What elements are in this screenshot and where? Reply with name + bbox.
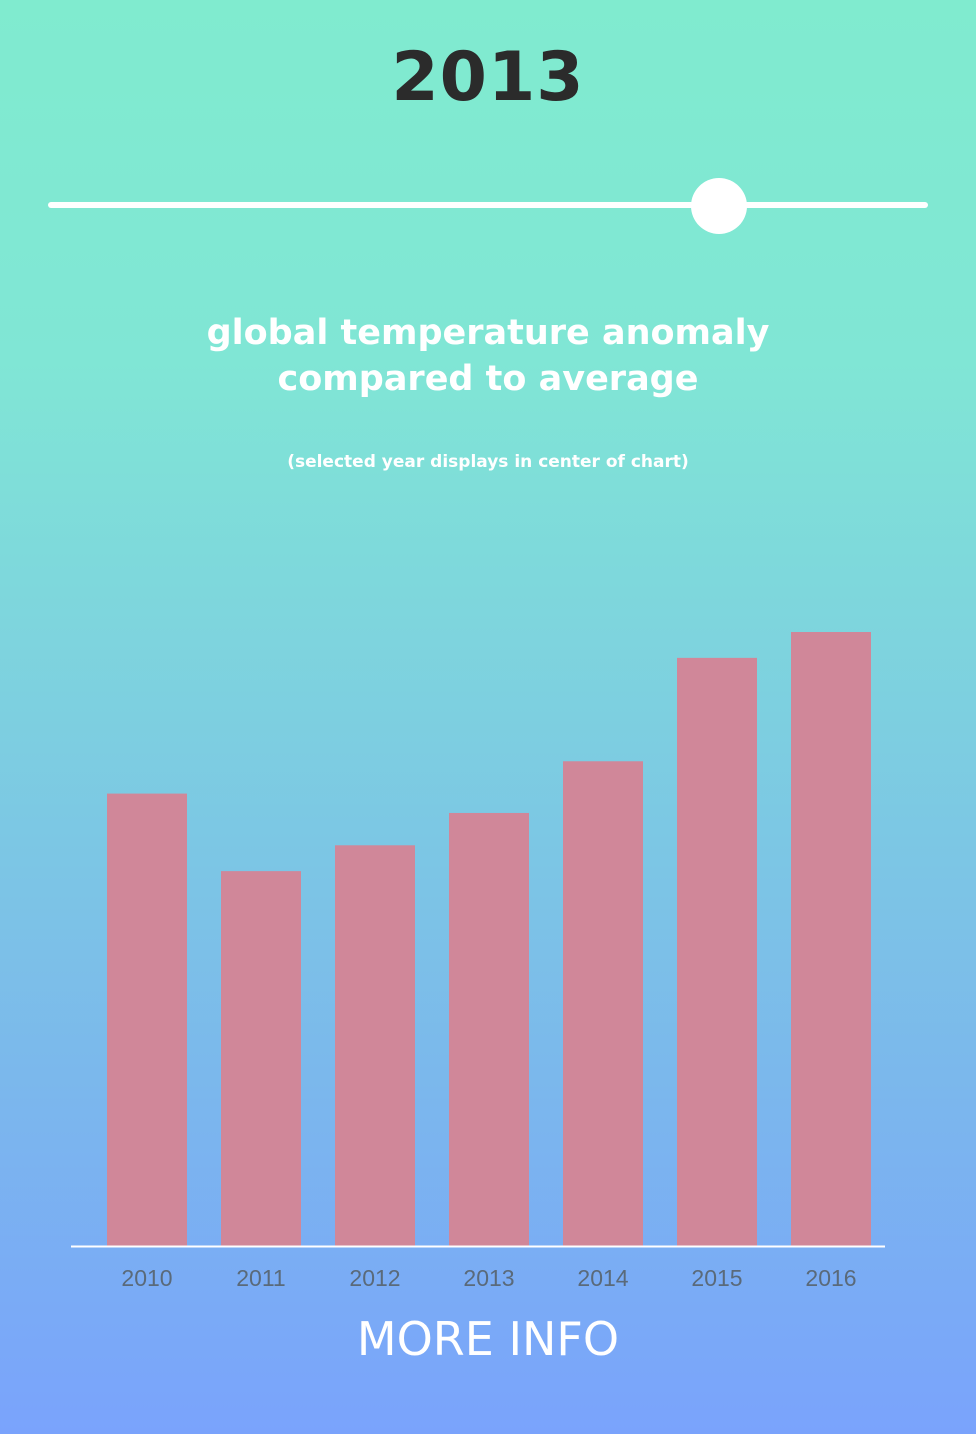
chart-title-line-2: compared to average	[277, 359, 699, 399]
slider-track[interactable]	[48, 202, 928, 208]
selected-year: 2013	[391, 38, 585, 117]
x-tick-label-2014: 2014	[577, 1265, 628, 1291]
more-info-button[interactable]: MORE INFO	[356, 1312, 620, 1366]
x-tick-label-2011: 2011	[236, 1265, 285, 1291]
chart-subtitle: (selected year displays in center of cha…	[287, 452, 689, 472]
bar-2010	[107, 793, 187, 1246]
bar-chart: 2010 2011 2012 2013 2014 2015 2016	[107, 632, 871, 1291]
year-slider[interactable]	[48, 178, 928, 234]
x-tick-label-2015: 2015	[691, 1265, 742, 1291]
bar-2014	[563, 761, 643, 1246]
slider-thumb[interactable]	[691, 178, 747, 234]
bar-2016	[791, 632, 871, 1246]
bar-2015	[677, 657, 757, 1246]
x-tick-label-2010: 2010	[121, 1265, 172, 1291]
x-tick-label-2016: 2016	[805, 1265, 856, 1291]
chart-title-line-1: global temperature anomaly	[206, 313, 770, 353]
x-tick-label-2013: 2013	[463, 1265, 514, 1291]
x-tick-label-2012: 2012	[349, 1265, 400, 1291]
bar-2013	[449, 812, 529, 1246]
bar-2012	[335, 845, 415, 1246]
bar-2011	[221, 871, 301, 1246]
chart-title: global temperature anomaly compared to a…	[0, 310, 976, 402]
